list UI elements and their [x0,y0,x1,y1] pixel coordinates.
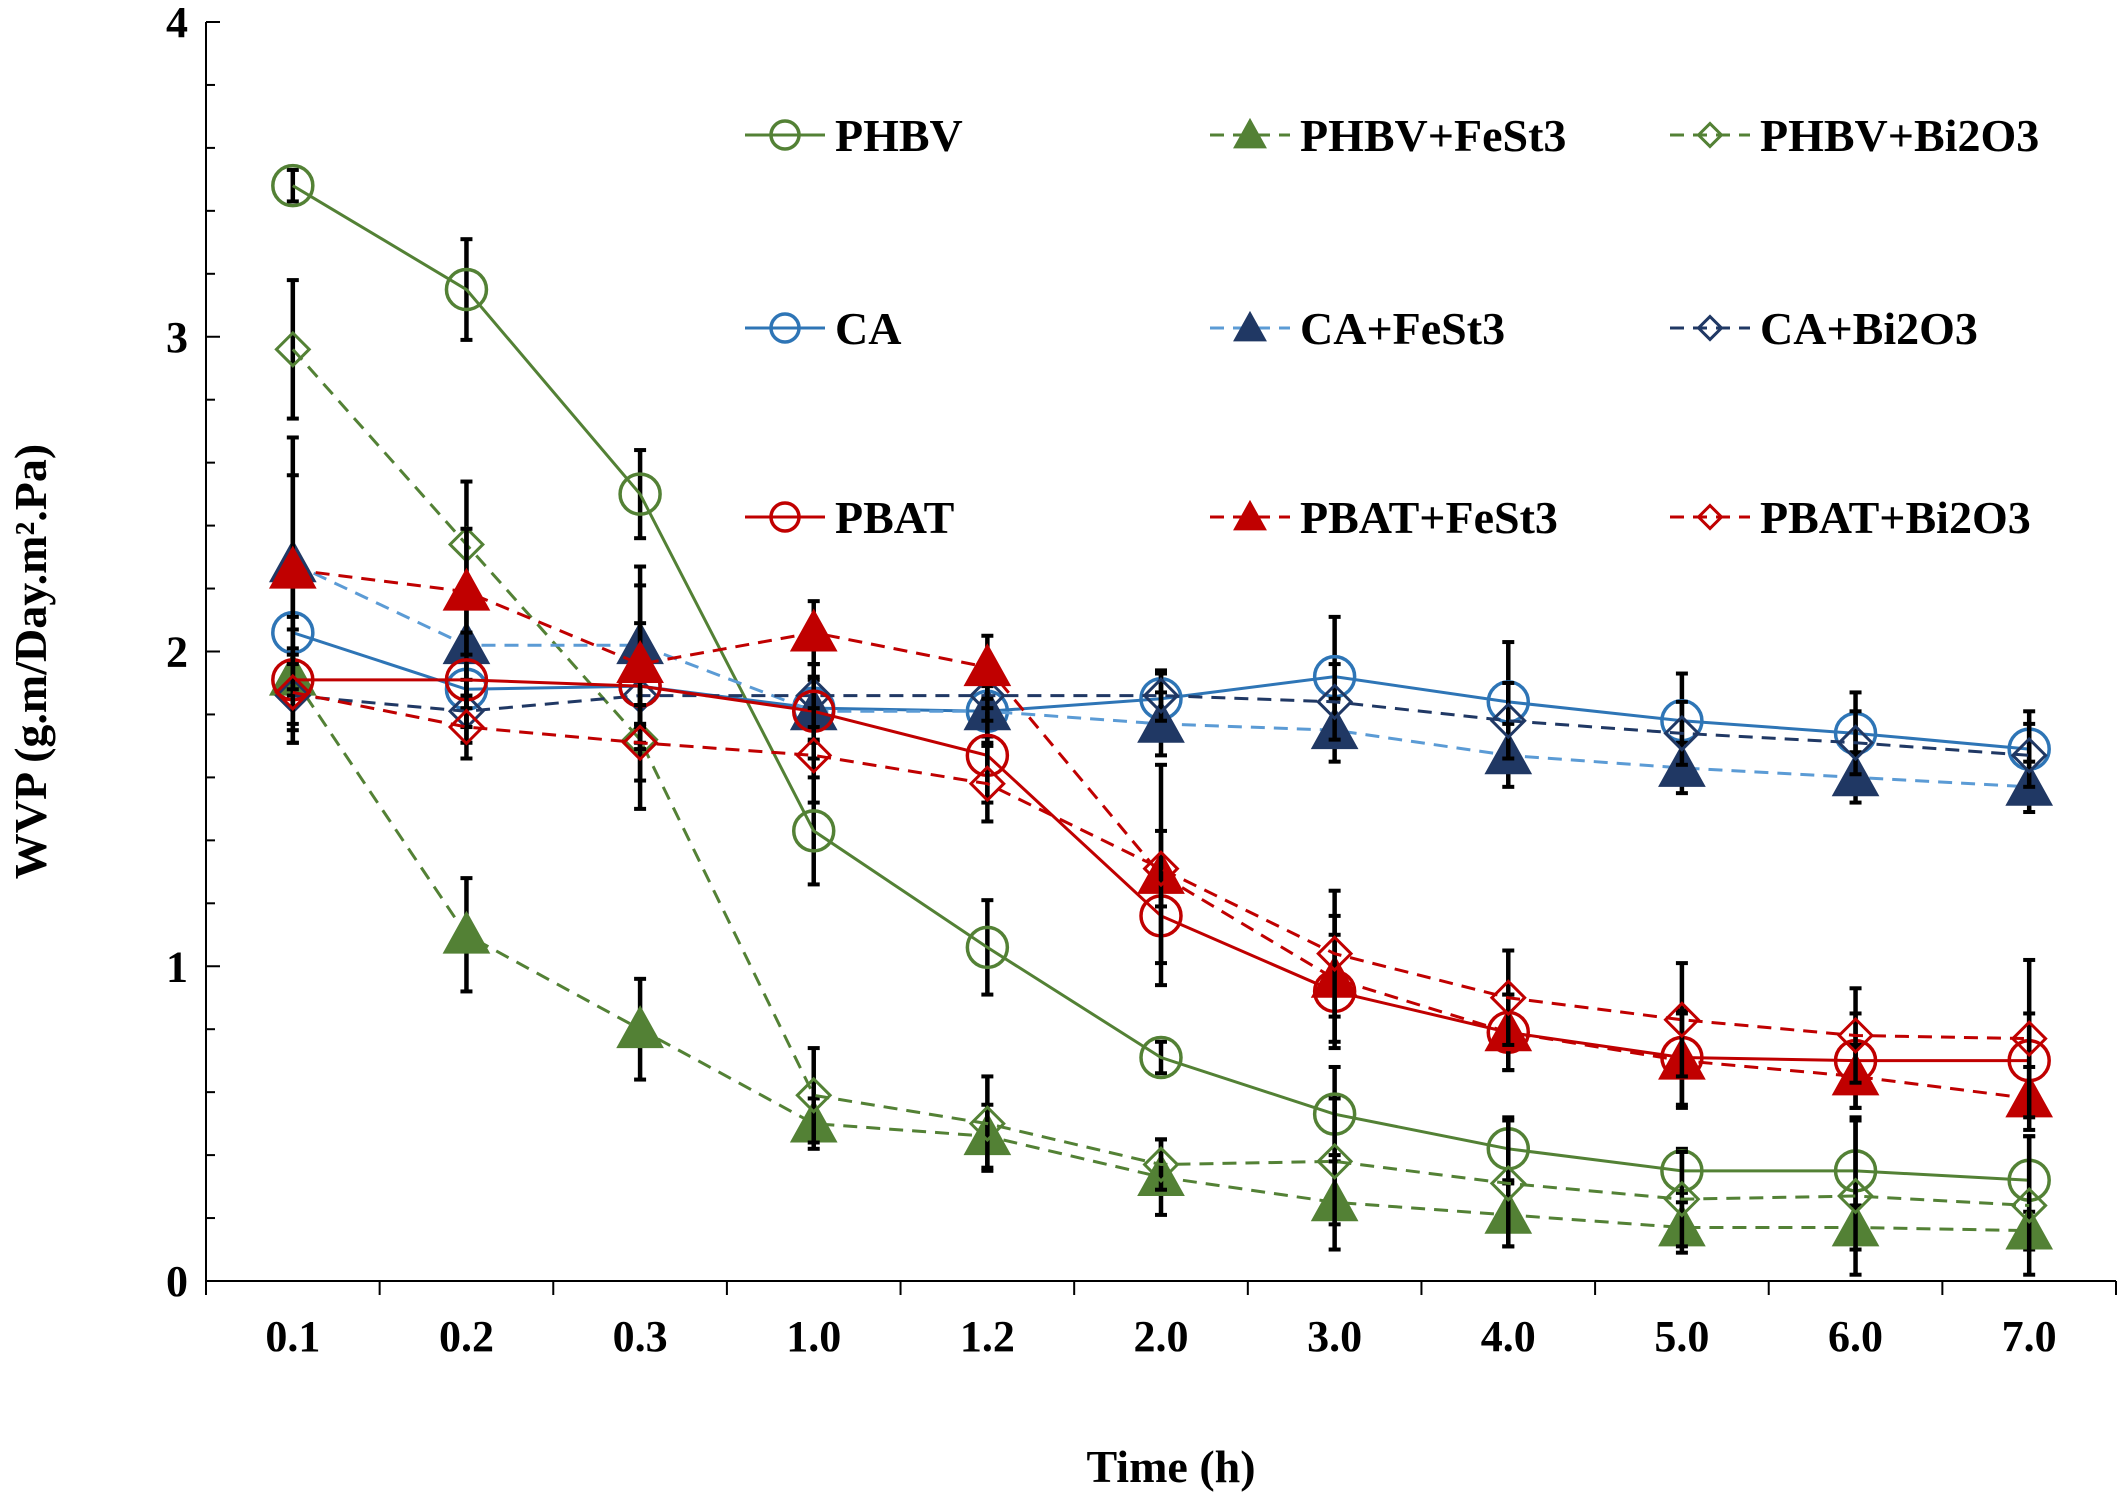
data-point [447,708,485,746]
series-line [292,690,2030,1041]
data-point [1837,1016,1875,1055]
data-point [268,545,317,589]
data-point [791,809,836,853]
legend-marker [1233,117,1267,149]
legend-item-pbat: PBAT [745,492,954,543]
x-tick-label: 3.0 [1307,1312,1362,1361]
data-point [789,608,838,652]
data-point [2010,1186,2048,1224]
legend-marker [769,501,801,533]
x-tick-label: 0.3 [613,1312,668,1361]
legend-item-ca-fest3: CA+FeSt3 [1210,303,1505,354]
legend-item-phbv: PHBV [745,110,963,161]
legend: PHBV PHBV+FeSt3 PHBV+Bi2O3 CA CA+FeSt3 CA+Bi2… [745,110,2039,543]
legend-item-ca-bi2o3: CA+Bi2O3 [1670,303,1978,354]
legend-label: CA+FeSt3 [1300,303,1505,354]
data-point [1489,702,1527,740]
legend-label: PHBV+Bi2O3 [1760,110,2039,161]
data-point [1142,850,1180,888]
series-layer [268,163,2054,1277]
x-tick-label: 4.0 [1481,1312,1536,1361]
data-point [616,1005,664,1049]
legend-label: PBAT [835,492,954,543]
data-point [965,925,1010,970]
data-point [1663,1001,1701,1039]
data-point [1663,1180,1701,1218]
data-point [442,567,491,611]
legend-label: PBAT+FeSt3 [1300,492,1558,543]
series-pbat-fest3 [268,473,2054,1132]
data-point [1837,1177,1875,1215]
axes: 0 1 2 3 4 0.1 0.2 0.3 1.0 1.2 2.0 3.0 4.0 5.0 6.0 7.0 [166,0,2117,1361]
data-point [1489,1164,1527,1202]
legend-item-phbv-fest3: PHBV+FeSt3 [1210,110,1566,161]
legend-label: PHBV+FeSt3 [1300,110,1566,161]
x-tick-label: 6.0 [1828,1312,1883,1361]
series-pbat-bi2o3 [274,652,2048,1120]
legend-item-pbat-fest3: PBAT+FeSt3 [1210,492,1558,543]
data-point [271,163,315,208]
x-tick-label: 1.0 [786,1312,841,1361]
data-point [968,765,1006,803]
x-tick-label: 2.0 [1134,1312,1189,1361]
series-line [292,568,2030,1100]
y-tick-label: 2 [166,628,188,677]
series-line [292,694,2030,757]
y-tick-label: 1 [166,942,188,991]
data-point [1142,1146,1180,1184]
data-point [621,724,659,762]
legend-marker [1696,503,1724,531]
x-tick-label: 0.2 [439,1312,494,1361]
x-axis-title: Time (h) [1086,1441,1255,1492]
data-point [963,643,1012,687]
data-point [2010,1020,2048,1058]
data-point [274,673,312,711]
data-point [444,267,489,312]
legend-marker [1696,314,1724,342]
data-point [616,640,664,683]
series-line [292,184,2030,1182]
data-point [1316,683,1354,721]
legend-marker [1233,310,1267,342]
y-tick-label: 4 [166,0,188,47]
legend-item-ca: CA [745,303,901,354]
x-tick-label: 1.2 [960,1312,1015,1361]
y-tick-label: 0 [166,1257,188,1306]
data-point [968,1105,1006,1143]
data-point [1316,1142,1354,1180]
data-point [1663,714,1701,752]
data-point [1142,677,1180,715]
data-point [795,736,833,774]
legend-label: PBAT+Bi2O3 [1760,492,2031,543]
series-line [291,348,2030,1207]
y-axis-title: WVP (g.m/Day.m².Pa) [5,444,56,879]
data-point [274,330,312,368]
legend-label: PHBV [835,110,963,161]
data-point [442,910,491,954]
legend-marker [1696,121,1724,149]
data-point [1837,724,1875,762]
legend-marker [769,119,801,151]
legend-marker [1233,499,1267,531]
legend-label: CA [835,303,901,354]
data-point [795,1076,833,1114]
legend-label: CA+Bi2O3 [1760,303,1978,354]
legend-item-phbv-bi2o3: PHBV+Bi2O3 [1670,110,2039,161]
y-tick-label: 3 [166,313,188,362]
data-point [1489,979,1527,1017]
legend-item-pbat-bi2o3: PBAT+Bi2O3 [1670,492,2031,543]
data-point [618,472,662,516]
data-point [2010,736,2048,774]
x-tick-label: 7.0 [2002,1312,2057,1361]
data-point [1316,935,1354,973]
x-tick-label: 0.1 [265,1312,320,1361]
legend-marker [769,312,801,344]
data-point [1139,1035,1183,1080]
x-tick-label: 5.0 [1654,1312,1709,1361]
